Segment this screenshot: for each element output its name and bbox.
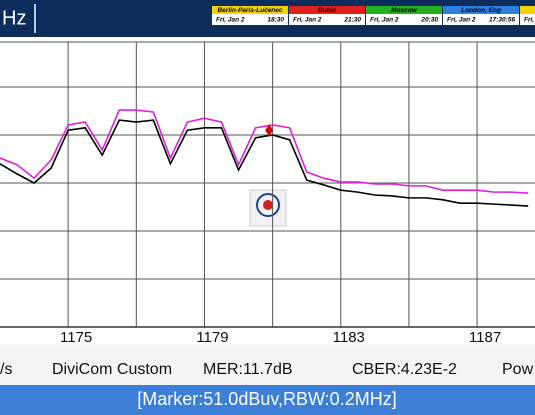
clock-city: Dubai xyxy=(318,7,336,14)
clock-label-bg xyxy=(443,6,519,14)
clock-city: Berlin-Paris-Lučenec xyxy=(217,7,282,14)
x-tick-label: 1187 xyxy=(469,329,501,346)
x-tick-label: 1183 xyxy=(333,329,365,346)
status-item: /s xyxy=(0,361,12,378)
marker-bar xyxy=(0,385,535,415)
status-item: DiviCom Custom xyxy=(52,361,172,378)
x-tick-label: 1175 xyxy=(60,329,92,346)
clock-city: Moscow xyxy=(391,7,418,14)
status-item: MER:11.7dB xyxy=(203,361,293,378)
trace-line xyxy=(0,119,529,207)
clock-label-bg xyxy=(520,6,535,14)
clock-label-bg xyxy=(289,6,365,14)
clock-time: 21:30 xyxy=(343,17,361,24)
clock-city: London, Eng xyxy=(461,7,501,14)
clock-time: 20:30 xyxy=(420,17,438,24)
clock-time: 17:30:56 xyxy=(489,17,515,24)
unit-label: Hz xyxy=(2,7,26,29)
clock-time-bg xyxy=(212,14,288,25)
marker-info: [Marker:51.0dBuv,RBW:0.2MHz] xyxy=(137,389,396,409)
clock-day: Fri, Jan 2 xyxy=(370,17,399,24)
clock-time-bg xyxy=(520,14,535,25)
clock-day: Fri, Jan 2 xyxy=(447,17,476,24)
clock-day: Fri, Jan 2 xyxy=(216,17,245,24)
x-tick-label: 1179 xyxy=(196,329,228,346)
marker xyxy=(265,124,274,137)
clock-time-bg xyxy=(443,14,519,25)
clock-label-bg xyxy=(212,6,288,14)
clock-day: Fri, xyxy=(524,17,534,24)
clock-time: 18:30 xyxy=(267,17,284,24)
clock-time-bg xyxy=(289,14,365,25)
status-bar xyxy=(0,345,535,385)
status-item: Pow xyxy=(502,361,534,378)
status-item: CBER:4.23E-2 xyxy=(352,361,457,378)
clock-label-bg xyxy=(366,6,442,14)
trace-line xyxy=(0,109,529,194)
watermark xyxy=(249,189,287,227)
clock-time-bg xyxy=(366,14,442,25)
clock-day: Fri, Jan 2 xyxy=(293,17,322,24)
